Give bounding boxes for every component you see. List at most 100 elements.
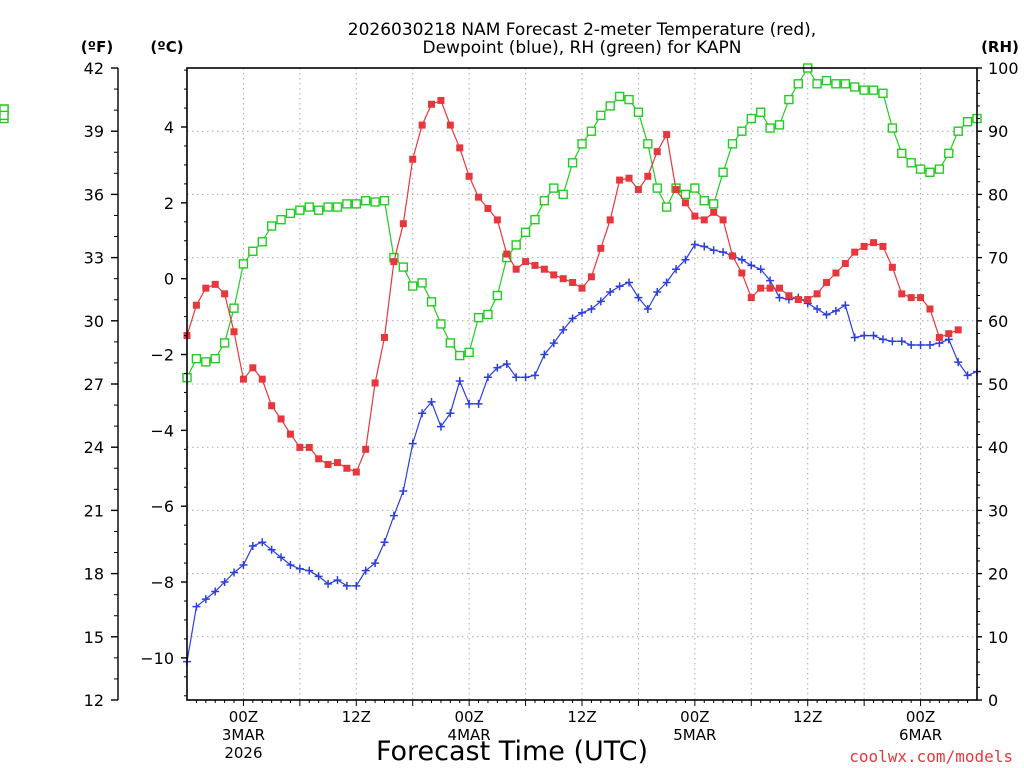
temperature-point	[202, 284, 210, 292]
temperature-point	[766, 284, 774, 292]
dewpoint-point	[418, 409, 427, 418]
dewpoint-point	[465, 399, 474, 408]
temperature-point	[663, 131, 671, 139]
rh-point	[699, 196, 709, 206]
dewpoint-point	[295, 564, 304, 573]
dewpoint-point	[559, 325, 568, 334]
f-tick-label: 30	[84, 312, 104, 331]
rh-point	[774, 120, 785, 130]
temperature-point	[522, 258, 530, 266]
dewpoint-point	[672, 265, 681, 274]
f-tick-label: 24	[84, 438, 104, 457]
dewpoint-point	[446, 409, 455, 418]
dewpoint-point	[380, 538, 389, 547]
dewpoint-point	[578, 308, 586, 317]
temperature-point	[776, 284, 783, 292]
dewpoint-point	[897, 337, 906, 346]
dewpoint-point	[455, 377, 464, 386]
rh-point	[295, 205, 305, 215]
rh-point	[483, 309, 493, 320]
rh-point	[727, 139, 738, 149]
temperature-point	[315, 455, 323, 463]
dewpoint-point	[192, 602, 201, 611]
rh-point	[737, 126, 747, 136]
dewpoint-point	[643, 305, 652, 314]
x-axis-title: Forecast Time (UTC)	[376, 736, 648, 767]
rh-point	[859, 85, 869, 95]
rh-point	[257, 237, 267, 247]
dewpoint-point	[653, 287, 662, 296]
rh-point	[238, 259, 249, 269]
temperature-point	[710, 208, 718, 216]
dewpoint-point	[690, 240, 699, 249]
temperature-point	[681, 199, 689, 207]
dewpoint-point	[267, 545, 276, 554]
dewpoint-point	[700, 242, 709, 251]
f-tick-label: 42	[84, 59, 104, 78]
time-label: 12Z	[793, 708, 822, 726]
f-tick-label: 33	[84, 249, 104, 268]
date-label: 3MAR	[222, 726, 265, 744]
dewpoint-point	[747, 261, 756, 270]
temperature-point	[728, 252, 736, 260]
rh-tick-label: 70	[988, 249, 1008, 268]
rh-point	[840, 79, 851, 89]
dewpoint-point	[775, 293, 784, 302]
rh-point	[962, 117, 973, 127]
rh-point	[596, 110, 606, 121]
rh-point	[661, 202, 672, 212]
temperature-point	[352, 468, 360, 476]
rh-point	[944, 148, 954, 159]
rh-point	[229, 303, 239, 313]
f-tick-label: 21	[84, 501, 104, 520]
date-label: 6MAR	[899, 726, 942, 744]
temperature-point	[277, 415, 285, 423]
rh-point	[925, 167, 935, 177]
rh-point	[878, 88, 888, 98]
temperature-point	[324, 460, 332, 468]
dewpoint-point	[324, 579, 333, 588]
temperature-point	[578, 284, 586, 292]
temperature-point	[823, 278, 831, 286]
temperature-point	[484, 205, 492, 213]
dewpoint-point	[615, 282, 624, 291]
dewpoint-point	[277, 553, 286, 562]
dewpoint-point	[916, 341, 925, 350]
temperature-point	[738, 269, 746, 277]
dewpoint-point	[211, 587, 220, 596]
rh-point	[915, 164, 926, 174]
time-label: 12Z	[567, 708, 596, 726]
dewpoint-point	[540, 350, 549, 359]
dewpoint-point	[314, 572, 323, 581]
rh-point	[633, 107, 644, 117]
rh-point	[690, 183, 700, 193]
temperature-point	[672, 186, 680, 194]
temperature-point	[221, 290, 229, 298]
dewpoint-point	[662, 278, 671, 287]
dewpoint-point	[333, 576, 342, 585]
temperature-point	[296, 443, 304, 451]
dewpoint-point	[342, 581, 351, 590]
rh-point	[868, 85, 879, 95]
f-tick-label: 39	[84, 122, 104, 141]
temperature-point	[851, 248, 859, 256]
time-label: 00Z	[454, 708, 483, 726]
temperature-point	[794, 296, 802, 304]
rh-point	[708, 199, 719, 209]
c-tick-label: −8	[150, 573, 174, 592]
rh-point	[398, 262, 409, 272]
dewpoint-point	[530, 371, 539, 380]
temperature-point	[503, 250, 511, 258]
f-tick-label: 15	[84, 628, 104, 647]
temperature-point	[493, 216, 501, 224]
dewpoint-point	[888, 337, 897, 346]
rh-point	[511, 240, 521, 250]
rh-point	[718, 167, 728, 177]
rh-point	[558, 189, 568, 200]
temperature-point	[456, 144, 464, 152]
dewpoint-point	[954, 358, 963, 367]
dewpoint-point	[850, 333, 859, 342]
rh-point	[351, 199, 361, 209]
temperature-point	[465, 172, 473, 180]
